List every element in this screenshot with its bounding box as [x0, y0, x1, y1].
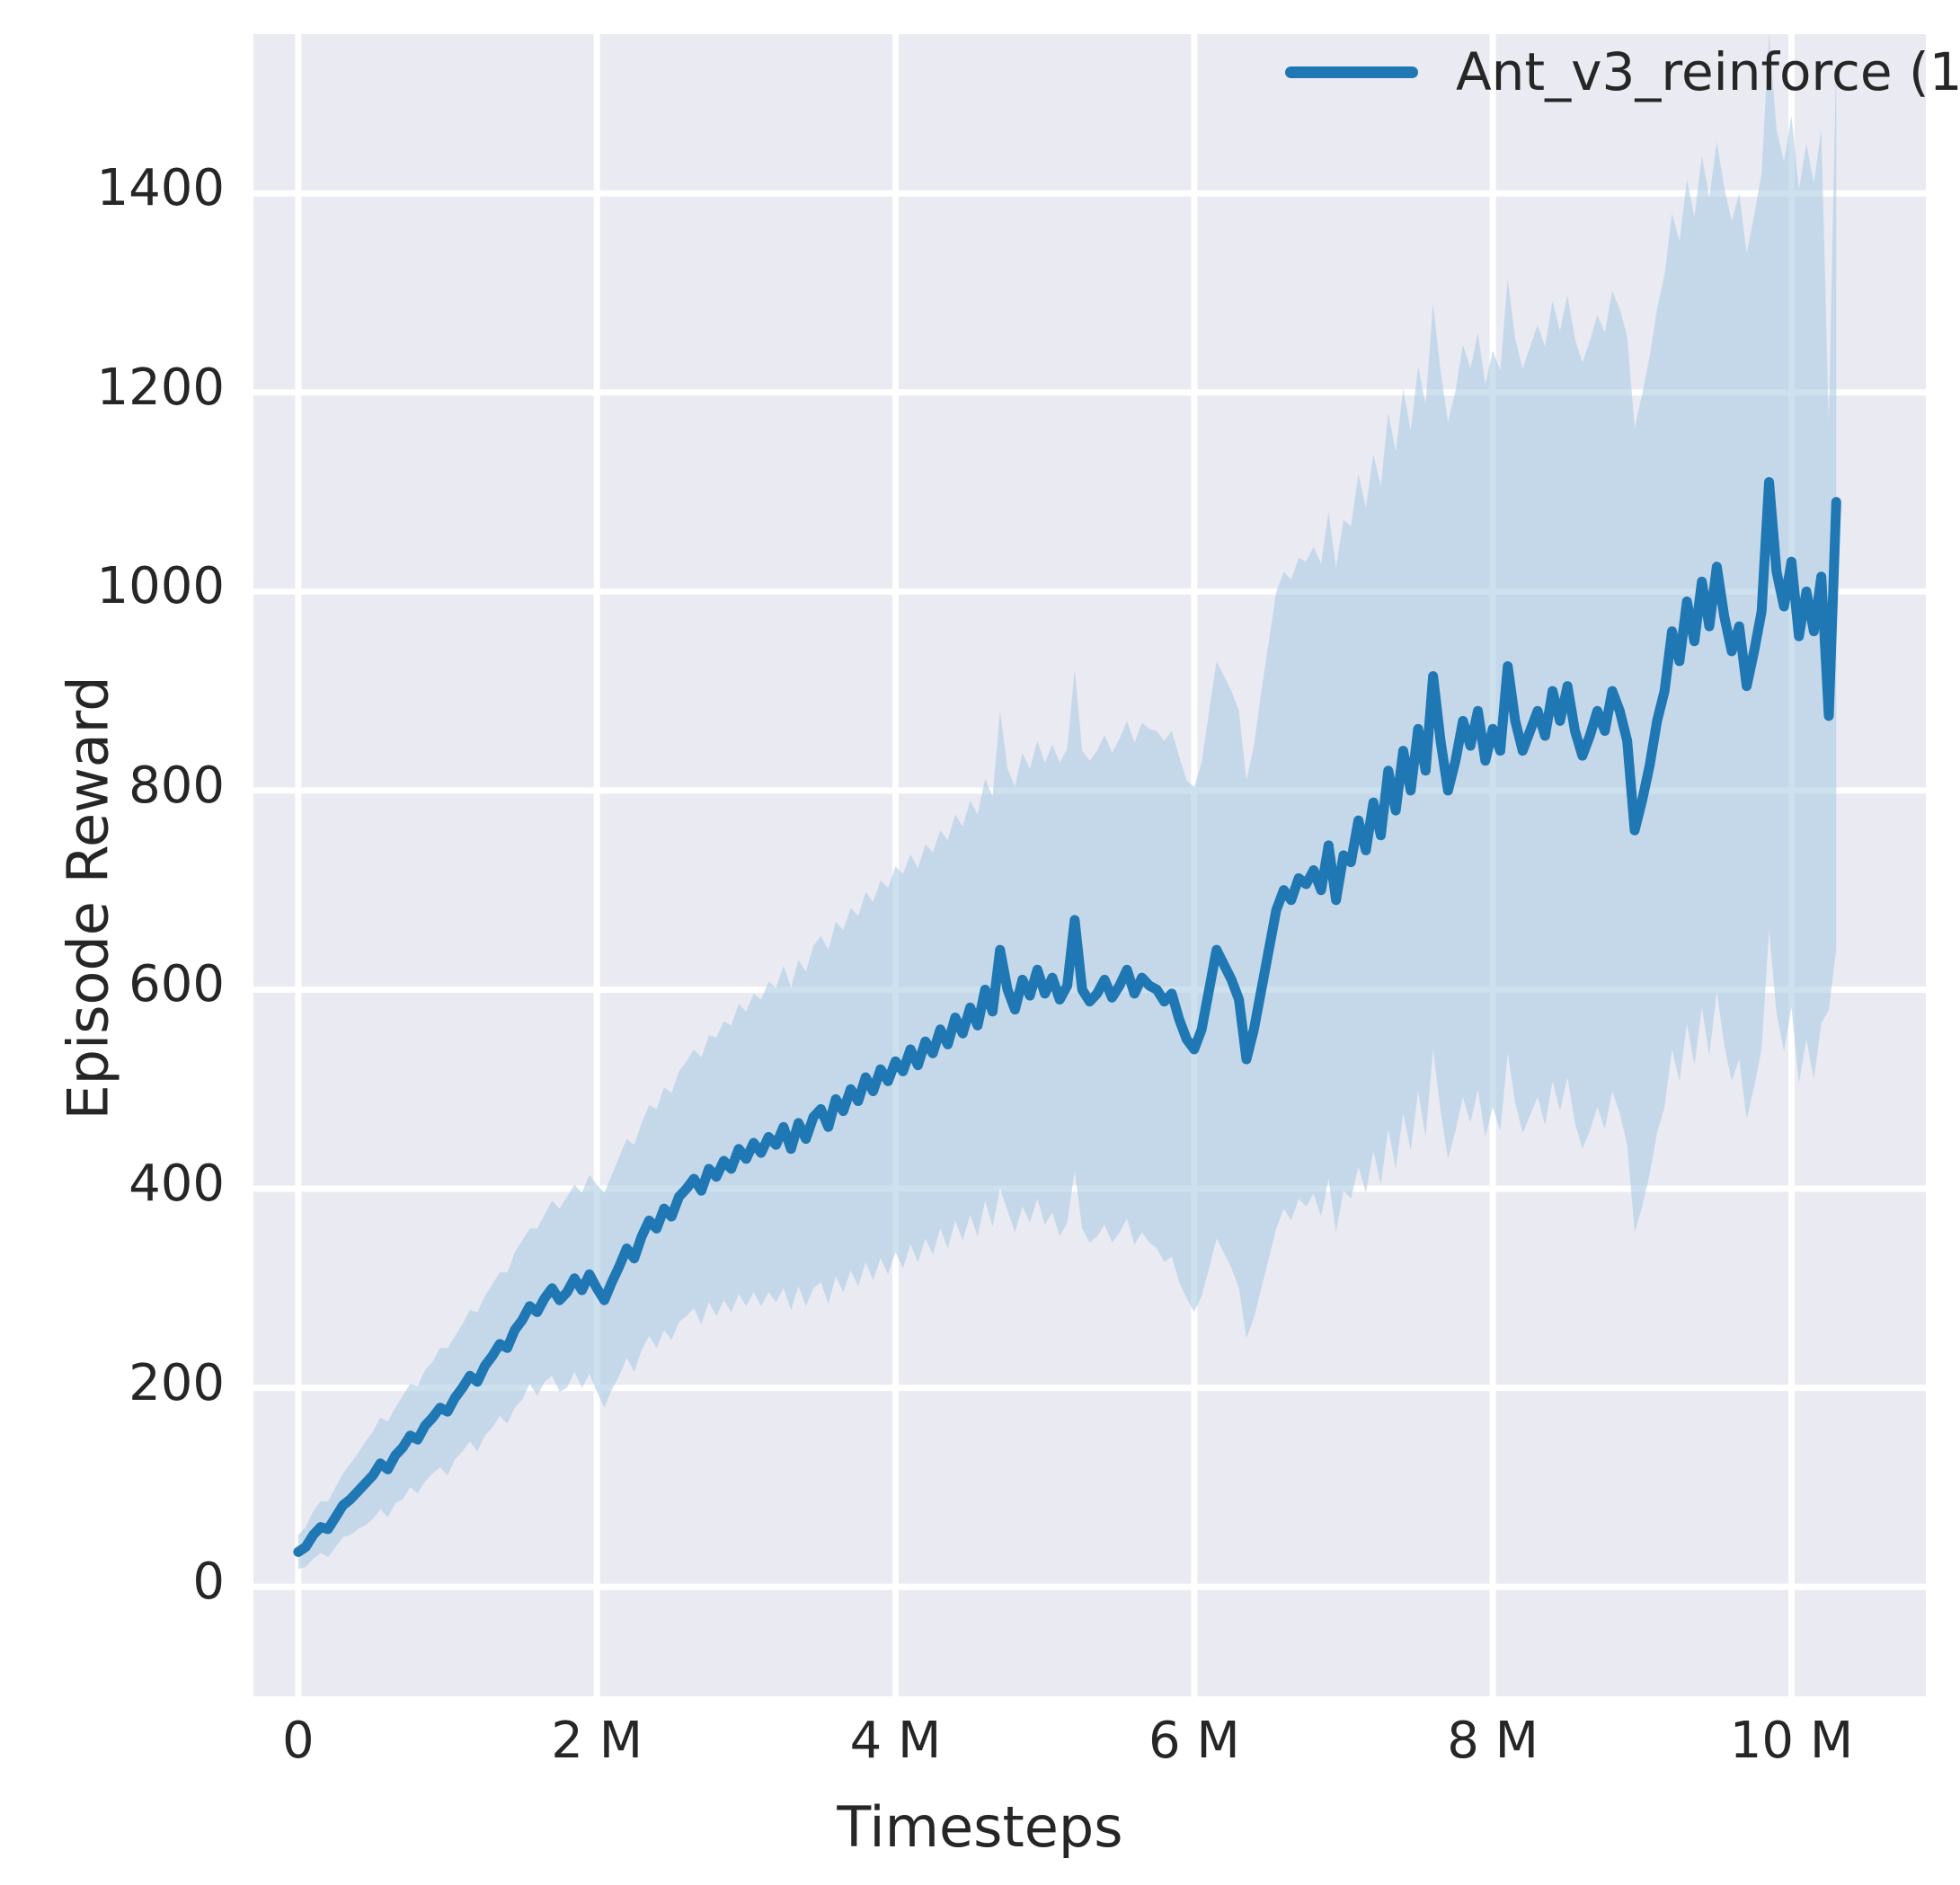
- y-tick-label: 0: [192, 1553, 225, 1612]
- y-axis-title: Episode Reward: [55, 676, 121, 1120]
- chart-legend: Ant_v3_reinforce (10): [1285, 41, 1960, 102]
- x-tick-label: 0: [282, 1712, 315, 1770]
- confidence-band: [297, 34, 1837, 1570]
- x-tick-label: 4 M: [849, 1712, 942, 1770]
- x-tick-label: 10 M: [1729, 1712, 1854, 1770]
- x-tick-label: 6 M: [1148, 1712, 1240, 1770]
- x-tick-label: 8 M: [1447, 1712, 1539, 1770]
- x-tick-label: 2 M: [551, 1712, 643, 1770]
- plot-canvas: [253, 34, 1926, 1696]
- y-tick-label: 1400: [96, 159, 225, 218]
- series-line: [293, 477, 1841, 1557]
- y-tick-label: 400: [129, 1155, 225, 1214]
- x-axis-title: Timesteps: [837, 1794, 1123, 1860]
- y-tick-label: 1200: [96, 358, 225, 417]
- legend-swatch-icon: [1285, 66, 1418, 78]
- y-tick-label: 600: [129, 955, 225, 1014]
- y-tick-label: 200: [129, 1353, 225, 1412]
- plot-area: [253, 34, 1926, 1696]
- legend-entry-label: Ant_v3_reinforce (10): [1456, 41, 1960, 102]
- y-tick-label: 800: [129, 756, 225, 815]
- y-tick-label: 1000: [96, 557, 225, 616]
